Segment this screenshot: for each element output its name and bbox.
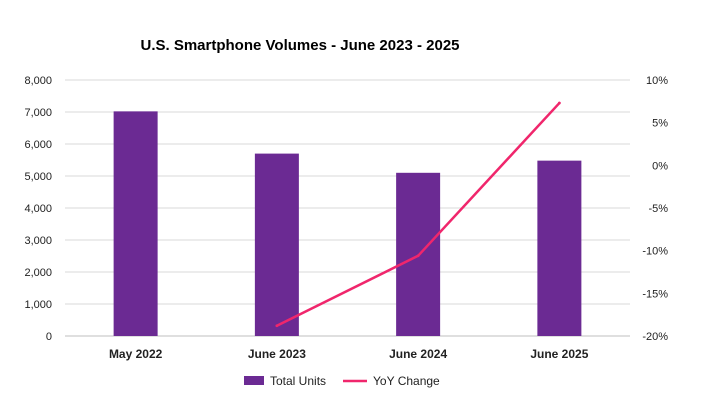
- bar: [254, 153, 299, 336]
- category-label: June 2023: [248, 347, 306, 361]
- bar-series: [113, 111, 582, 336]
- left-tick-label: 3,000: [24, 235, 52, 247]
- right-tick-label: -10%: [642, 246, 668, 258]
- left-tick-label: 8,000: [24, 75, 52, 87]
- left-tick-label: 6,000: [24, 139, 52, 151]
- left-tick-label: 1,000: [24, 299, 52, 311]
- right-tick-label: 5%: [652, 118, 668, 130]
- left-tick-label: 2,000: [24, 267, 52, 279]
- category-labels: May 2022 June 2023 June 2024 June 2025: [109, 347, 589, 361]
- left-tick-label: 7,000: [24, 107, 52, 119]
- right-tick-label: -15%: [642, 288, 668, 300]
- left-tick-label: 0: [46, 331, 52, 343]
- legend-label-total-units: Total Units: [270, 374, 326, 388]
- category-label: June 2025: [530, 347, 588, 361]
- yoy-change-point: [416, 254, 420, 258]
- left-tick-label: 5,000: [24, 171, 52, 183]
- category-label: June 2024: [389, 347, 447, 361]
- right-tick-label: 0%: [652, 160, 668, 172]
- left-axis-ticks: 0 1,000 2,000 3,000 4,000 5,000 6,000 7,000 8,00…: [24, 75, 52, 343]
- right-tick-label: -20%: [642, 331, 668, 343]
- left-tick-label: 4,000: [24, 203, 52, 215]
- legend-label-yoy-change: YoY Change: [373, 374, 440, 388]
- gridlines: [65, 79, 630, 337]
- legend: Total Units YoY Change: [244, 374, 440, 388]
- bar: [537, 160, 582, 336]
- right-tick-label: -5%: [648, 203, 668, 215]
- yoy-change-point: [557, 101, 561, 105]
- line-series: [275, 101, 561, 328]
- yoy-change-point: [275, 324, 279, 328]
- chart-title: U.S. Smartphone Volumes - June 2023 - 20…: [141, 37, 460, 54]
- right-tick-label: 10%: [646, 75, 668, 87]
- bar: [113, 111, 158, 336]
- category-label: May 2022: [109, 347, 163, 361]
- legend-swatch-total-units: [244, 376, 264, 385]
- right-axis-ticks: -20% -15% -10% -5% 0% 5% 10%: [642, 75, 668, 343]
